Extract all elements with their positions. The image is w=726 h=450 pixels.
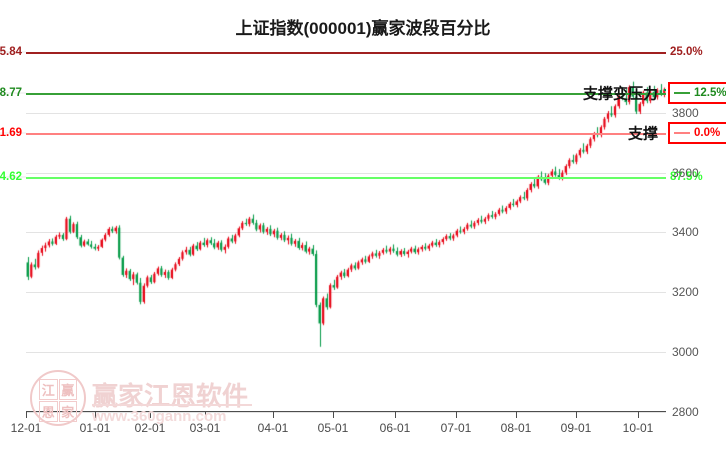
last-price-projection xyxy=(664,89,666,92)
percent-level-label[interactable]: 0.0% xyxy=(668,122,726,144)
x-axis-tick-label: 06-01 xyxy=(379,421,411,435)
level-connector xyxy=(0,51,26,53)
y-axis-tick-label: 3400 xyxy=(672,225,699,240)
page-title: 上证指数(000001)赢家波段百分比 xyxy=(235,19,491,38)
x-axis-tick-label: 01-01 xyxy=(79,421,111,435)
x-axis-line xyxy=(26,411,666,412)
x-axis-tick-label: 09-01 xyxy=(560,421,592,435)
x-axis-tick-label: 04-01 xyxy=(257,421,289,435)
x-axis-tick xyxy=(150,412,151,418)
y-axis-tick-label: 3800 xyxy=(672,105,699,120)
x-axis: 12-01 01-01 02-01 03-01 04-01 05-01 06-01 07-01… xyxy=(11,412,666,450)
x-axis-tick-label: 08-01 xyxy=(500,421,532,435)
x-axis-tick xyxy=(26,412,27,418)
x-axis-tick xyxy=(516,412,517,418)
x-axis-tick-label: 02-01 xyxy=(134,421,166,435)
y-axis-tick-label: 3200 xyxy=(672,285,699,300)
level-connector xyxy=(0,92,26,94)
level-color-swatch xyxy=(674,132,690,134)
x-axis-tick-label: 10-01 xyxy=(622,421,654,435)
x-axis-tick xyxy=(576,412,577,418)
percent-level-label[interactable]: 87.5% xyxy=(670,171,703,183)
retracement-line xyxy=(26,133,666,135)
x-axis-tick-label: 12-01 xyxy=(10,421,42,435)
level-connector xyxy=(0,132,26,134)
retracement-line xyxy=(26,177,666,179)
x-axis-tick xyxy=(638,412,639,418)
percent-level-label[interactable]: 25.0% xyxy=(670,46,703,58)
percent-level-label[interactable]: 12.5% xyxy=(668,82,726,104)
x-axis-tick xyxy=(205,412,206,418)
candlestick-series xyxy=(26,38,666,412)
price-level-label[interactable]: 3594.62 xyxy=(0,171,22,183)
price-level-label[interactable]: 3731.69 xyxy=(0,127,22,139)
chart-plot-area: 4005.84 3868.77 3731.69 3594.62 25.0% 12.5% 0… xyxy=(0,38,726,413)
x-axis-tick xyxy=(456,412,457,418)
gridline xyxy=(26,412,666,413)
level-connector xyxy=(0,176,26,178)
y-axis-tick-label: 3000 xyxy=(672,345,699,360)
percent-value: 0.0% xyxy=(694,127,721,139)
x-axis-tick xyxy=(273,412,274,418)
x-axis-tick xyxy=(333,412,334,418)
level-color-swatch xyxy=(674,92,690,94)
y-axis-tick-label: 3600 xyxy=(672,165,699,180)
level-annotation: 支撑 xyxy=(627,125,658,143)
x-axis-tick-label: 07-01 xyxy=(440,421,472,435)
level-annotation: 支撑变压力 xyxy=(582,85,658,103)
price-level-label[interactable]: 3868.77 xyxy=(0,87,22,99)
price-level-label[interactable]: 4005.84 xyxy=(0,46,22,58)
y-axis-tick-label: 2800 xyxy=(672,405,699,419)
percent-value: 12.5% xyxy=(694,87,726,99)
retracement-line xyxy=(26,93,666,95)
x-axis-tick xyxy=(395,412,396,418)
x-axis-tick-label: 03-01 xyxy=(189,421,221,435)
retracement-line xyxy=(26,52,666,54)
x-axis-tick xyxy=(95,412,96,418)
x-axis-tick-label: 05-01 xyxy=(317,421,349,435)
